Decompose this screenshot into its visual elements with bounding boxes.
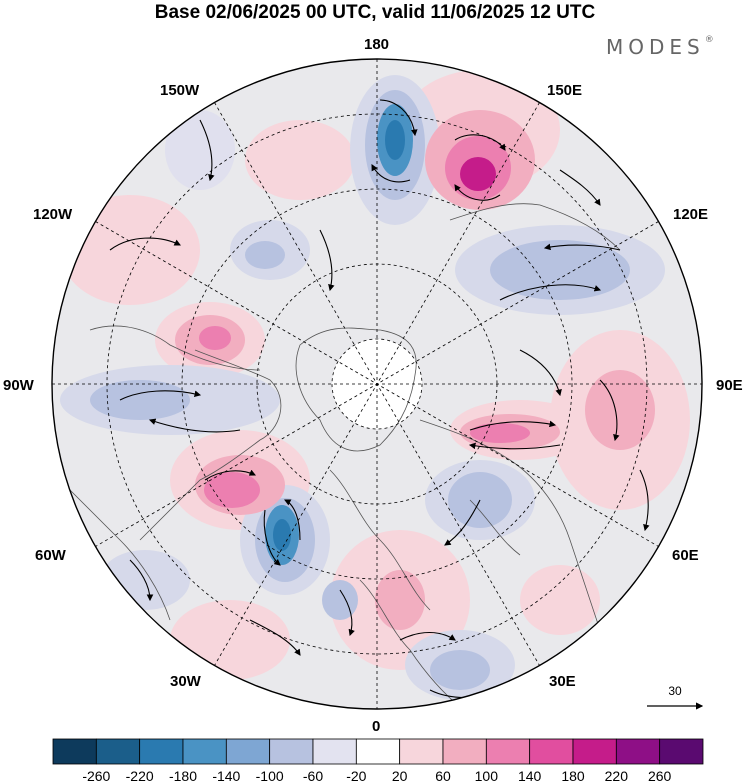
colorbar-label: -220	[126, 768, 154, 783]
lon-label-90e: 90E	[716, 377, 743, 394]
map-title: Base 02/06/2025 00 UTC, valid 11/06/2025…	[154, 2, 596, 23]
lon-label-30e: 30E	[549, 673, 576, 690]
colorbar-swatch	[355, 738, 401, 765]
reference-vector: 30	[647, 684, 704, 710]
wind-vectors	[109, 99, 650, 698]
colorbar-label: -60	[303, 768, 323, 783]
colorbar-label: 20	[392, 768, 408, 783]
colorbar-label: 140	[518, 768, 542, 783]
colorbar-swatch	[485, 738, 531, 765]
lon-label-180: 180	[364, 36, 390, 53]
colorbar-swatch	[399, 738, 444, 765]
colorbar-swatch	[442, 738, 487, 765]
lon-label-90w: 90W	[3, 377, 34, 394]
brand-registered-mark: ®	[704, 35, 714, 45]
colorbar-swatch	[529, 738, 574, 765]
colorbar-swatch	[52, 738, 97, 765]
colorbar-swatch	[182, 738, 227, 765]
colorbar-label: 220	[605, 768, 629, 783]
coastlines	[59, 203, 621, 709]
colorbar-swatch	[572, 738, 617, 765]
brand-name: MODES	[606, 35, 705, 59]
colorbar-swatch	[95, 738, 141, 765]
colorbar-swatch	[269, 738, 314, 765]
colorbar-swatch	[312, 738, 357, 765]
reference-vector-label: 30	[668, 684, 682, 698]
lon-label-120e: 120E	[673, 206, 709, 223]
colorbar-label: 260	[648, 768, 672, 783]
colorbar-label: -180	[169, 768, 197, 783]
lon-label-30w: 30W	[170, 673, 201, 690]
colorbar-label: 180	[561, 768, 585, 783]
brand-logo: MODES®	[606, 35, 714, 59]
map-border	[51, 58, 703, 710]
colorbar-swatch	[225, 738, 271, 765]
colorbar-swatch	[139, 738, 184, 765]
colorbar-label: -140	[212, 768, 240, 783]
lon-label-60w: 60W	[35, 547, 66, 564]
lon-label-150w: 150W	[160, 82, 200, 99]
lon-label-0: 0	[372, 718, 381, 735]
colorbar-label: -100	[256, 768, 284, 783]
map-disk	[52, 59, 702, 709]
colorbar-swatch	[615, 738, 661, 765]
lon-label-60e: 60E	[672, 547, 699, 564]
colorbar-label: 100	[475, 768, 499, 783]
colorbar-label: 60	[435, 768, 451, 783]
graticule	[52, 59, 702, 709]
lon-label-120w: 120W	[33, 206, 73, 223]
lon-label-150e: 150E	[547, 82, 583, 99]
anomaly-field	[60, 70, 690, 700]
colorbar-label: -20	[346, 768, 366, 783]
colorbar: -260 -220 -180 -140 -100 -60 -20 20 60 100 140 180 2…	[52, 738, 704, 783]
colorbar-label: -260	[82, 768, 110, 783]
colorbar-swatch	[659, 738, 704, 765]
